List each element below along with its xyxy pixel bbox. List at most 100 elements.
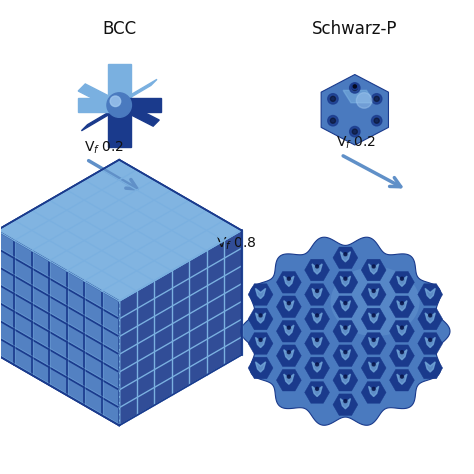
Polygon shape: [343, 91, 374, 103]
Polygon shape: [390, 345, 414, 366]
Polygon shape: [369, 337, 379, 347]
Circle shape: [344, 375, 347, 378]
Polygon shape: [255, 288, 265, 299]
Polygon shape: [390, 296, 414, 318]
Circle shape: [316, 314, 319, 317]
Circle shape: [287, 277, 291, 280]
Circle shape: [110, 96, 121, 107]
Polygon shape: [340, 252, 350, 262]
Circle shape: [287, 375, 291, 378]
Polygon shape: [305, 259, 329, 281]
Polygon shape: [397, 301, 407, 311]
Polygon shape: [312, 264, 322, 274]
Polygon shape: [397, 276, 407, 286]
Polygon shape: [248, 308, 273, 330]
Polygon shape: [333, 394, 358, 416]
Circle shape: [330, 96, 336, 101]
Polygon shape: [248, 333, 273, 354]
Polygon shape: [78, 99, 117, 112]
Text: V$_f$ 0.2: V$_f$ 0.2: [84, 139, 124, 156]
Polygon shape: [397, 374, 407, 384]
Polygon shape: [312, 362, 322, 372]
Polygon shape: [369, 362, 379, 372]
Polygon shape: [333, 247, 358, 269]
Circle shape: [352, 83, 358, 90]
Circle shape: [350, 127, 360, 137]
Ellipse shape: [330, 267, 419, 336]
Polygon shape: [82, 108, 117, 131]
Polygon shape: [333, 345, 358, 366]
Polygon shape: [119, 230, 242, 426]
Polygon shape: [390, 369, 414, 391]
Circle shape: [401, 301, 403, 305]
Circle shape: [372, 338, 375, 341]
Polygon shape: [312, 386, 322, 397]
Polygon shape: [305, 333, 329, 354]
Circle shape: [401, 375, 403, 378]
Polygon shape: [333, 369, 358, 391]
Polygon shape: [369, 313, 379, 323]
Circle shape: [259, 338, 262, 341]
Polygon shape: [305, 357, 329, 379]
Circle shape: [428, 338, 432, 341]
Text: BCC: BCC: [102, 20, 136, 38]
Polygon shape: [397, 325, 407, 335]
Circle shape: [401, 277, 403, 280]
Polygon shape: [418, 284, 443, 305]
Circle shape: [374, 96, 379, 101]
Text: Schwarz-P: Schwarz-P: [312, 20, 398, 38]
Polygon shape: [119, 103, 159, 126]
Polygon shape: [0, 160, 242, 301]
Polygon shape: [361, 333, 386, 354]
Circle shape: [107, 93, 131, 117]
Polygon shape: [369, 264, 379, 274]
Polygon shape: [390, 272, 414, 293]
Polygon shape: [321, 74, 389, 145]
Polygon shape: [390, 320, 414, 342]
Circle shape: [372, 94, 382, 104]
Polygon shape: [248, 357, 273, 379]
Circle shape: [316, 338, 319, 341]
Circle shape: [352, 85, 357, 91]
Polygon shape: [369, 386, 379, 397]
Circle shape: [352, 129, 357, 134]
Circle shape: [372, 290, 375, 292]
Polygon shape: [425, 288, 435, 299]
Polygon shape: [340, 350, 350, 360]
Polygon shape: [284, 350, 294, 360]
Circle shape: [374, 118, 379, 123]
Polygon shape: [276, 272, 301, 293]
Polygon shape: [340, 374, 350, 384]
Circle shape: [401, 351, 403, 354]
Polygon shape: [369, 288, 379, 299]
Polygon shape: [284, 374, 294, 384]
Circle shape: [344, 400, 347, 403]
Circle shape: [316, 265, 319, 268]
Polygon shape: [425, 313, 435, 323]
Circle shape: [344, 301, 347, 305]
Polygon shape: [276, 296, 301, 318]
Circle shape: [316, 290, 319, 292]
Polygon shape: [276, 369, 301, 391]
Polygon shape: [397, 350, 407, 360]
Circle shape: [344, 277, 347, 280]
Polygon shape: [121, 79, 157, 103]
Polygon shape: [0, 230, 119, 426]
Polygon shape: [361, 284, 386, 305]
Circle shape: [353, 85, 356, 88]
Polygon shape: [418, 308, 443, 330]
Polygon shape: [276, 320, 301, 342]
Polygon shape: [340, 399, 350, 409]
Polygon shape: [284, 301, 294, 311]
Circle shape: [330, 118, 336, 123]
Circle shape: [428, 314, 432, 317]
Polygon shape: [108, 107, 130, 146]
Polygon shape: [361, 382, 386, 403]
Polygon shape: [305, 308, 329, 330]
Polygon shape: [333, 272, 358, 293]
Polygon shape: [361, 259, 386, 281]
Circle shape: [316, 363, 319, 366]
Circle shape: [372, 265, 375, 268]
Circle shape: [328, 116, 338, 126]
Polygon shape: [255, 337, 265, 347]
